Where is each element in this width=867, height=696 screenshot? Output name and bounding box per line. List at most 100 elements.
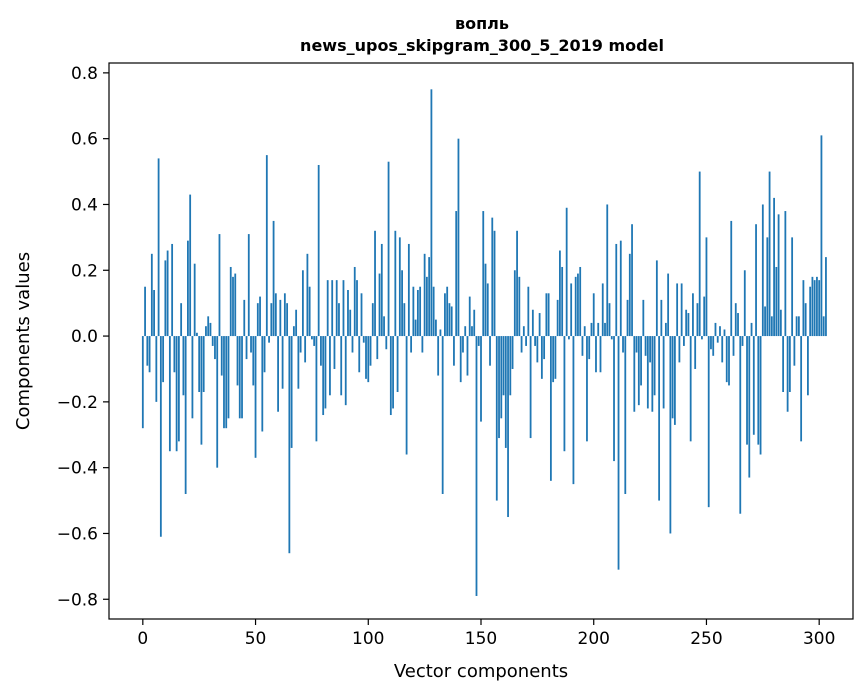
bar-27 xyxy=(202,336,205,392)
bar-23 xyxy=(193,263,196,337)
bar-186 xyxy=(561,266,564,337)
bar-155 xyxy=(491,217,494,337)
bar-286 xyxy=(786,336,789,412)
bar-83 xyxy=(329,336,331,396)
bar-188 xyxy=(565,207,568,337)
bar-44 xyxy=(241,336,243,419)
bar-58 xyxy=(272,220,275,337)
bar-172 xyxy=(529,336,532,439)
bar-34 xyxy=(218,234,221,337)
bar-204 xyxy=(601,283,604,337)
bar-167 xyxy=(518,276,521,337)
bar-95 xyxy=(356,280,358,337)
bar-7 xyxy=(157,158,160,337)
bar-237 xyxy=(676,283,679,337)
bar-234 xyxy=(669,336,672,534)
bar-260 xyxy=(728,336,730,386)
bar-99 xyxy=(365,336,367,379)
bar-29 xyxy=(207,316,210,337)
bar-140 xyxy=(457,138,460,337)
bar-91 xyxy=(347,290,349,337)
bar-165 xyxy=(513,270,516,337)
bar-113 xyxy=(396,336,399,392)
bar-0 xyxy=(141,336,144,429)
bar-295 xyxy=(807,336,809,396)
bar-269 xyxy=(748,336,751,478)
bar-20 xyxy=(187,240,189,337)
bar-290 xyxy=(795,316,798,337)
bar-39 xyxy=(229,266,232,337)
bar-208 xyxy=(610,336,613,340)
bar-159 xyxy=(500,336,503,419)
bar-series xyxy=(141,89,827,596)
bar-43 xyxy=(238,336,241,419)
y-tick-label: 0.2 xyxy=(71,261,98,281)
bar-38 xyxy=(227,336,230,419)
bar-253 xyxy=(712,336,715,356)
bar-133 xyxy=(441,336,444,494)
bar-41 xyxy=(234,273,237,337)
bar-301 xyxy=(820,135,823,337)
bar-153 xyxy=(486,283,489,337)
bar-1 xyxy=(144,286,146,337)
bar-232 xyxy=(664,322,667,337)
bar-150 xyxy=(480,336,482,422)
bar-215 xyxy=(626,299,629,337)
bar-17 xyxy=(180,303,183,337)
bar-61 xyxy=(279,299,282,337)
bar-285 xyxy=(784,211,787,337)
bar-180 xyxy=(547,293,550,337)
bar-49 xyxy=(252,336,255,386)
bar-287 xyxy=(788,336,791,392)
bar-110 xyxy=(389,336,392,416)
bar-114 xyxy=(398,237,401,337)
x-tick-label: 50 xyxy=(245,629,267,649)
bar-124 xyxy=(421,336,424,353)
bar-244 xyxy=(692,293,694,337)
bar-123 xyxy=(419,286,422,337)
bar-225 xyxy=(649,336,651,363)
bar-259 xyxy=(725,336,728,383)
bar-175 xyxy=(536,336,539,363)
bar-62 xyxy=(281,336,284,389)
bar-132 xyxy=(439,329,442,337)
bar-288 xyxy=(791,237,794,337)
bar-11 xyxy=(166,250,169,337)
bar-274 xyxy=(759,336,762,455)
bar-87 xyxy=(338,303,340,337)
bar-299 xyxy=(816,276,818,337)
bar-60 xyxy=(277,336,279,412)
bar-81 xyxy=(324,336,327,409)
bar-109 xyxy=(387,161,390,337)
bar-177 xyxy=(540,336,543,379)
bar-249 xyxy=(703,296,706,337)
bar-190 xyxy=(570,283,573,337)
bar-214 xyxy=(624,336,627,494)
bar-54 xyxy=(263,336,266,373)
bar-8 xyxy=(159,336,162,537)
bar-196 xyxy=(583,326,586,337)
bar-152 xyxy=(484,263,487,337)
plot-frame xyxy=(108,62,854,620)
x-tick-label: 0 xyxy=(137,629,148,649)
bar-298 xyxy=(813,280,816,337)
bar-16 xyxy=(177,336,180,442)
bar-282 xyxy=(777,214,780,337)
bar-128 xyxy=(430,89,433,337)
bar-216 xyxy=(628,253,631,337)
bar-117 xyxy=(405,336,408,455)
bar-92 xyxy=(349,309,352,337)
bar-26 xyxy=(200,336,203,445)
bar-251 xyxy=(707,336,710,508)
bar-144 xyxy=(466,336,469,376)
bar-147 xyxy=(473,309,476,337)
bar-68 xyxy=(295,309,298,337)
bar-169 xyxy=(522,326,525,337)
bar-75 xyxy=(311,336,313,340)
bar-37 xyxy=(225,336,228,429)
bar-220 xyxy=(637,336,640,406)
bar-57 xyxy=(270,303,273,337)
bar-64 xyxy=(286,303,289,337)
bar-108 xyxy=(385,336,388,350)
